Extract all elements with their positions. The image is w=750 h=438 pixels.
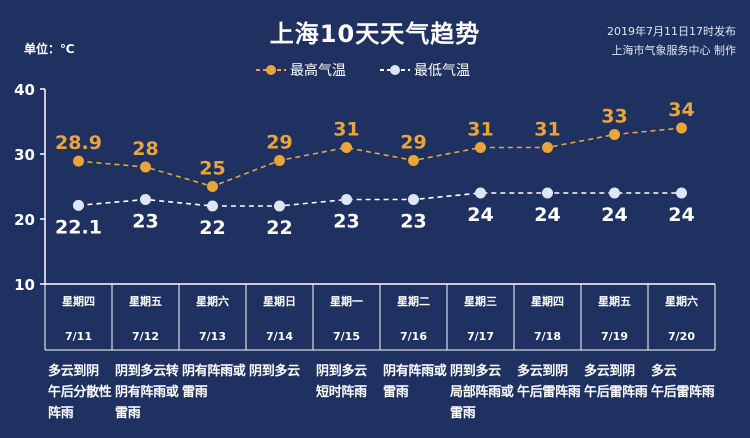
weather-description: 多云到阴 午后雷阵雨 bbox=[584, 364, 648, 400]
x-date-label: 7/20 bbox=[668, 330, 695, 343]
weather-description: 阴到多云转 阴有阵雨或 雷雨 bbox=[115, 364, 179, 421]
high-temp-label: 25 bbox=[199, 158, 225, 180]
x-date-label: 7/16 bbox=[400, 330, 427, 343]
high-temp-point bbox=[140, 161, 151, 173]
low-temp-label: 23 bbox=[333, 211, 359, 233]
x-date-label: 7/13 bbox=[199, 330, 226, 343]
weather-description: 多云 午后雷阵雨 bbox=[651, 364, 715, 400]
low-temp-line bbox=[78, 192, 682, 207]
y-tick-label: 40 bbox=[14, 81, 35, 99]
x-weekday-label: 星期三 bbox=[464, 294, 497, 308]
high-temp-point bbox=[274, 155, 285, 166]
high-temp-point bbox=[609, 129, 620, 140]
low-temp-label: 22 bbox=[199, 217, 225, 239]
high-temp-label: 31 bbox=[467, 119, 493, 141]
low-temp-point bbox=[676, 187, 687, 199]
x-weekday-label: 星期二 bbox=[397, 294, 430, 308]
x-weekday-label: 星期六 bbox=[196, 294, 229, 308]
high-temp-line bbox=[78, 127, 682, 188]
publisher: 上海市气象服务中心 制作 bbox=[611, 44, 737, 57]
low-temp-point bbox=[274, 200, 285, 212]
weather-description: 阴到多云 短时阵雨 bbox=[316, 364, 367, 400]
legend-item-low: 最低气温 bbox=[380, 60, 470, 80]
weather-description: 多云到阴 午后雷阵雨 bbox=[517, 364, 581, 400]
chart-title: 上海10天天气趋势 bbox=[269, 20, 481, 48]
high-temp-label: 28 bbox=[132, 138, 158, 160]
low-temp-label: 24 bbox=[467, 204, 493, 226]
low-temp-point bbox=[207, 200, 218, 212]
low-temp-label: 23 bbox=[132, 211, 158, 233]
x-date-label: 7/18 bbox=[534, 330, 561, 343]
high-temp-point bbox=[73, 155, 84, 167]
legend-label-high: 最高气温 bbox=[290, 63, 346, 79]
legend-swatch-low bbox=[380, 65, 410, 75]
high-temp-point bbox=[408, 155, 419, 166]
x-weekday-label: 星期四 bbox=[62, 294, 95, 308]
legend-label-low: 最低气温 bbox=[414, 63, 470, 79]
low-temp-label: 24 bbox=[601, 204, 627, 226]
low-temp-point bbox=[475, 187, 486, 199]
x-date-label: 7/14 bbox=[266, 330, 293, 343]
low-temp-label: 24 bbox=[534, 204, 560, 226]
weather-description: 阴到多云 局部阵雨或 雷雨 bbox=[450, 364, 514, 421]
x-weekday-label: 星期日 bbox=[263, 294, 296, 308]
legend: 最高气温 最低气温 bbox=[256, 60, 470, 80]
x-date-label: 7/12 bbox=[132, 330, 159, 343]
weather-description: 阴有阵雨或 雷雨 bbox=[383, 364, 447, 400]
legend-swatch-high bbox=[256, 65, 286, 75]
low-temp-point bbox=[341, 194, 352, 205]
high-temp-point bbox=[341, 142, 352, 153]
high-temp-label: 34 bbox=[668, 99, 694, 121]
high-temp-label: 29 bbox=[400, 132, 426, 154]
y-tick-label: 20 bbox=[14, 211, 35, 229]
x-weekday-label: 星期四 bbox=[531, 294, 564, 308]
high-temp-label: 28.9 bbox=[55, 132, 102, 154]
x-weekday-label: 星期五 bbox=[129, 294, 162, 308]
low-temp-point bbox=[73, 199, 84, 211]
weather-description: 阴有阵雨或 雷雨 bbox=[182, 364, 246, 400]
x-date-label: 7/17 bbox=[467, 330, 494, 343]
x-weekday-label: 星期一 bbox=[330, 294, 363, 308]
high-temp-point bbox=[542, 142, 553, 153]
x-date-label: 7/19 bbox=[601, 330, 628, 343]
x-date-label: 7/11 bbox=[65, 330, 92, 343]
low-temp-label: 22 bbox=[266, 217, 292, 239]
y-tick-label: 30 bbox=[14, 146, 35, 164]
low-temp-point bbox=[542, 187, 553, 199]
low-temp-label: 24 bbox=[668, 204, 694, 226]
x-weekday-label: 星期五 bbox=[598, 294, 631, 308]
low-temp-point bbox=[408, 194, 419, 205]
weather-description: 阴到多云 bbox=[249, 364, 300, 379]
low-temp-point bbox=[140, 194, 151, 205]
high-temp-label: 29 bbox=[266, 132, 292, 154]
low-temp-label: 22.1 bbox=[55, 216, 102, 238]
high-temp-point bbox=[676, 122, 687, 134]
low-temp-label: 23 bbox=[400, 211, 426, 233]
unit-label: 单位：℃ bbox=[24, 42, 75, 56]
high-temp-label: 33 bbox=[601, 106, 627, 128]
y-tick-label: 10 bbox=[14, 276, 35, 294]
weather-description: 多云到阴 午后分散性 阵雨 bbox=[48, 364, 112, 421]
publish-time: 2019年7月11日17时发布 bbox=[607, 25, 736, 38]
high-temp-point bbox=[207, 181, 218, 192]
publish-info: 2019年7月11日17时发布 上海市气象服务中心 制作 bbox=[607, 22, 736, 60]
legend-item-high: 最高气温 bbox=[256, 60, 346, 80]
high-temp-label: 31 bbox=[333, 119, 359, 141]
low-temp-point bbox=[609, 187, 620, 199]
high-temp-point bbox=[475, 142, 486, 153]
high-temp-label: 31 bbox=[534, 119, 560, 141]
x-date-label: 7/15 bbox=[333, 330, 360, 343]
x-weekday-label: 星期六 bbox=[665, 294, 698, 308]
